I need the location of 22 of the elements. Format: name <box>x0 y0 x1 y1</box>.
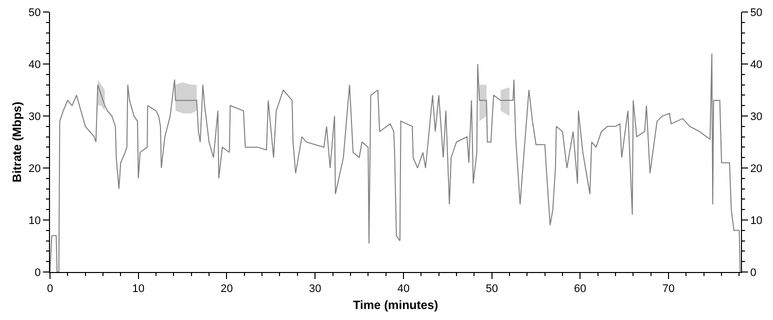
y-tick-label: 10 <box>28 214 41 227</box>
x-tick-label: 60 <box>574 283 586 296</box>
x-tick-label: 50 <box>486 283 498 296</box>
x-tick-label: 70 <box>662 283 675 296</box>
y2-tick-label: 20 <box>750 162 762 175</box>
x-tick-label: 30 <box>308 283 322 296</box>
y2-tick-label: 10 <box>750 214 762 227</box>
y-tick-label: 20 <box>28 162 41 175</box>
y2-tick-label: 40 <box>750 58 762 71</box>
y-tick-label: 50 <box>28 6 41 19</box>
y2-tick-label: 0 <box>750 266 756 279</box>
x-tick-label: 10 <box>132 283 144 296</box>
y-tick-label: 30 <box>28 110 41 123</box>
y-axis-title: Bitrate (Mbps) <box>10 102 24 182</box>
y-tick-label: 0 <box>34 266 41 279</box>
x-tick-label: 40 <box>397 283 410 296</box>
y2-tick-label: 50 <box>750 6 762 19</box>
x-tick-label: 20 <box>220 283 233 296</box>
y2-tick-label: 30 <box>750 110 762 123</box>
x-tick-label: 0 <box>46 283 54 296</box>
y-tick-label: 40 <box>28 58 41 71</box>
x-axis-title: Time (minutes) <box>352 298 438 312</box>
